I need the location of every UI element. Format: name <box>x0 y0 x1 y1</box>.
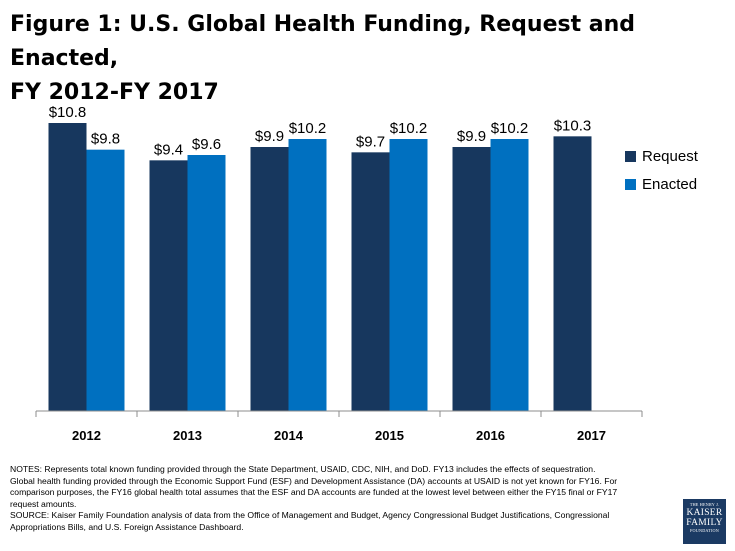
bar-request-2017 <box>553 136 592 412</box>
data-label-request-2012: $10.8 <box>49 104 87 121</box>
data-label-request-2013: $9.4 <box>154 141 183 158</box>
chart-title-line1: Figure 1: U.S. Global Health Funding, Re… <box>10 12 636 71</box>
bar-enacted-2014 <box>288 139 327 411</box>
data-label-enacted-2014: $10.2 <box>289 120 327 137</box>
source-line: SOURCE: Kaiser Family Foundation analysi… <box>10 510 610 521</box>
legend-label-enacted: Enacted <box>642 176 697 193</box>
bar-request-2016 <box>452 147 491 411</box>
bar-enacted-2016 <box>490 139 529 411</box>
data-label-request-2015: $9.7 <box>356 133 385 150</box>
chart-notes: NOTES: Represents total known funding pr… <box>10 464 655 534</box>
legend-label-request: Request <box>642 148 699 165</box>
logo-line2b: FAMILY <box>686 518 723 528</box>
bar-request-2012 <box>48 123 87 411</box>
data-label-request-2014: $9.9 <box>255 128 284 145</box>
bar-request-2013 <box>149 160 188 411</box>
data-label-enacted-2012: $9.8 <box>91 131 120 148</box>
legend-swatch-request <box>625 151 636 162</box>
plot-area: $10.8$9.8 2012 $9.4 $9.6 2013 $9.9 $10.2 2014 $9… <box>35 104 643 443</box>
x-tick-label-2016: 2016 <box>476 428 505 443</box>
x-tick-label-2014: 2014 <box>274 428 304 443</box>
kff-logo: THE HENRY J. KAISER FAMILY FOUNDATION <box>683 499 726 544</box>
notes-line: NOTES: Represents total known funding pr… <box>10 464 596 474</box>
data-label-enacted-2013: $9.6 <box>192 136 221 153</box>
legend: Request Enacted <box>625 148 699 193</box>
logo-line3: FOUNDATION <box>690 528 719 533</box>
logo-line2a: KAISER <box>686 508 723 518</box>
x-tick-label-2015: 2015 <box>375 428 404 443</box>
data-label-request-2017: $10.3 <box>554 117 592 134</box>
notes-line: Global health funding provided through t… <box>10 475 618 486</box>
bar-request-2015 <box>351 152 390 412</box>
data-label-enacted-2016: $10.2 <box>491 120 529 137</box>
logo-line1: THE HENRY J. <box>689 502 720 507</box>
chart-title: Figure 1: U.S. Global Health Funding, Re… <box>10 8 725 110</box>
bar-request-2014 <box>250 147 289 411</box>
chart-title-line2: FY 2012-FY 2017 <box>10 80 219 105</box>
bar-chart: $10.8$9.8 2012 $9.4 $9.6 2013 $9.9 $10.2 2014 $9… <box>35 104 699 443</box>
bar-enacted-2012 <box>86 149 125 411</box>
notes-line: request amounts. <box>10 498 77 509</box>
data-label-request-2016: $9.9 <box>457 128 486 145</box>
data-label-enacted-2015: $10.2 <box>390 120 428 137</box>
x-tick-label-2013: 2013 <box>173 428 202 443</box>
source-line: Appropriations Bills, and U.S. Foreign A… <box>10 521 244 532</box>
x-tick-label-2017: 2017 <box>577 428 606 443</box>
bar-enacted-2013 <box>187 155 226 411</box>
bar-enacted-2015 <box>389 139 428 411</box>
legend-swatch-enacted <box>625 179 636 190</box>
notes-line: comparison purposes, the FY16 global hea… <box>10 487 618 498</box>
x-tick-label-2012: 2012 <box>72 428 101 443</box>
